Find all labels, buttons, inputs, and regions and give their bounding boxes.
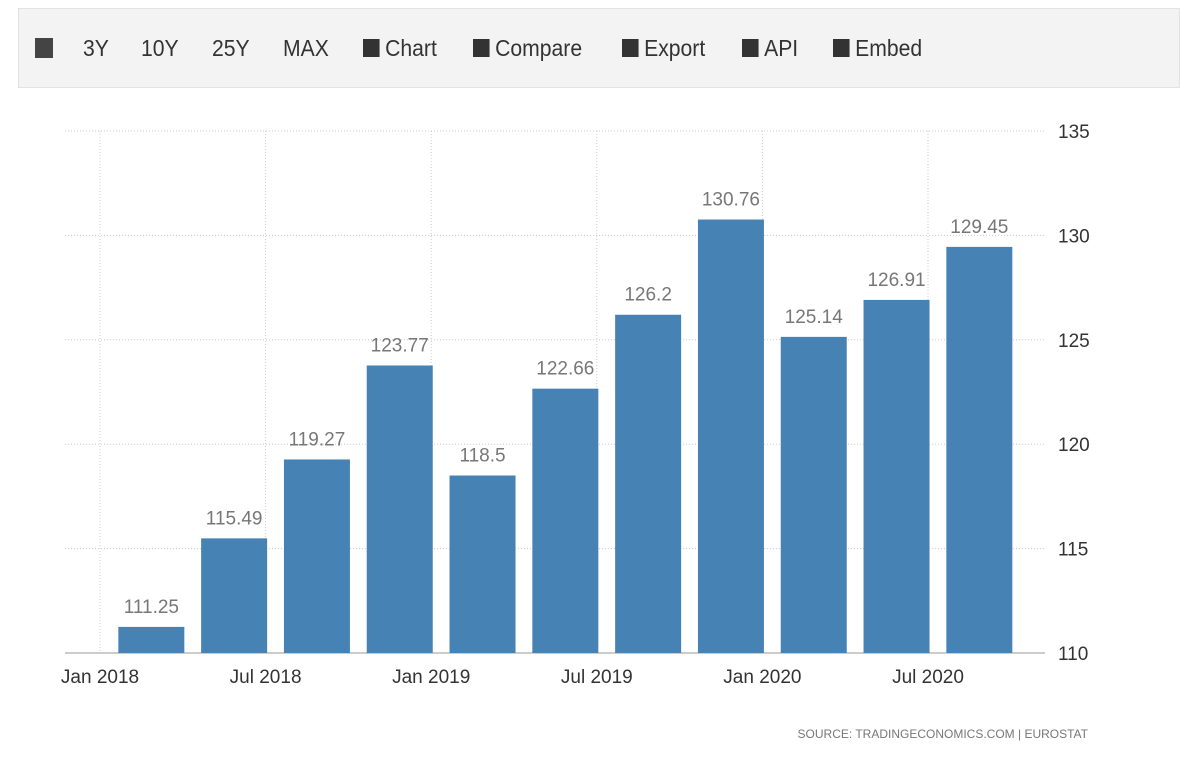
icon xyxy=(473,39,490,57)
x-tick-label: Jul 2020 xyxy=(892,667,964,688)
range-button[interactable]: 25Y xyxy=(212,34,250,61)
label: API xyxy=(764,34,799,61)
label: Export xyxy=(643,34,705,61)
y-tick-label: 130 xyxy=(1058,226,1090,247)
bar xyxy=(201,538,268,653)
bar xyxy=(946,246,1013,653)
bar xyxy=(780,336,847,653)
value-label: 122.66 xyxy=(536,359,594,380)
bar xyxy=(283,459,350,653)
bar xyxy=(449,475,516,653)
range-button[interactable]: MAX xyxy=(283,34,329,61)
export-button[interactable]: Export xyxy=(621,34,705,62)
y-tick-label: 135 xyxy=(1058,122,1090,143)
y-tick-label: 115 xyxy=(1058,540,1088,561)
api-button[interactable]: API xyxy=(742,35,798,62)
label: Embed xyxy=(855,34,923,61)
y-tick-label: 110 xyxy=(1058,644,1088,665)
range-button[interactable]: 10Y xyxy=(141,34,179,61)
bar xyxy=(532,388,599,653)
value-label: 129.45 xyxy=(950,217,1008,238)
compare-button[interactable]: Compare xyxy=(473,35,582,62)
value-label: 115.49 xyxy=(206,508,263,529)
x-tick-label: Jul 2019 xyxy=(561,667,633,688)
value-label: 123.77 xyxy=(371,335,429,356)
x-tick-label: Jan 2018 xyxy=(61,667,139,688)
value-label: 118.5 xyxy=(459,446,505,467)
bar xyxy=(366,365,433,653)
bar xyxy=(615,314,682,653)
value-label: 125.14 xyxy=(785,307,844,328)
chart-button[interactable]: Chart xyxy=(362,34,437,62)
bar xyxy=(863,299,930,653)
bar xyxy=(697,219,764,654)
icon xyxy=(833,39,850,57)
x-tick-label: Jan 2019 xyxy=(392,667,470,688)
bar xyxy=(118,626,185,653)
icon xyxy=(621,39,639,57)
x-tick-label: Jul 2018 xyxy=(230,667,302,688)
value-label: 126.2 xyxy=(624,285,672,306)
y-tick-label: 120 xyxy=(1058,435,1090,456)
label: Compare xyxy=(495,34,583,61)
toolbar: 3Y 10Y 25Y MAX Chart Compare Export API … xyxy=(18,8,1180,88)
value-label: 130.76 xyxy=(702,190,760,211)
value-label: 126.91 xyxy=(867,270,925,291)
label: Chart xyxy=(384,34,437,61)
embed-button[interactable]: Embed xyxy=(833,35,922,62)
value-label: 111.25 xyxy=(124,597,179,618)
x-tick-label: Jan 2020 xyxy=(723,667,801,688)
y-tick-label: 125 xyxy=(1058,331,1090,352)
icon xyxy=(742,39,759,57)
calendar-icon[interactable] xyxy=(35,38,53,58)
source: SOURCE: TRADINGECONOMICS.COM | EUROSTAT xyxy=(798,727,1089,741)
icon xyxy=(362,39,380,57)
value-label: 119.27 xyxy=(289,429,346,450)
range-button[interactable]: 3Y xyxy=(83,34,109,61)
